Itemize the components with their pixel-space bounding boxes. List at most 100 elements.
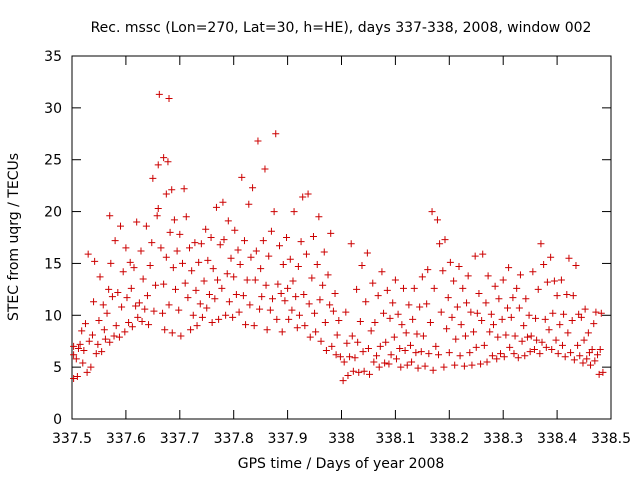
data-point bbox=[432, 342, 440, 350]
data-point bbox=[525, 311, 533, 319]
data-point bbox=[532, 314, 540, 322]
data-point bbox=[290, 208, 298, 216]
data-point bbox=[364, 344, 372, 352]
data-point bbox=[157, 244, 165, 252]
data-point bbox=[471, 252, 479, 260]
data-point bbox=[394, 310, 402, 318]
data-point bbox=[580, 336, 588, 344]
data-point bbox=[362, 298, 370, 306]
data-point bbox=[285, 315, 293, 323]
data-point bbox=[106, 212, 114, 220]
data-point bbox=[547, 253, 555, 261]
data-point bbox=[218, 284, 226, 292]
data-point bbox=[380, 309, 388, 317]
data-point bbox=[545, 326, 553, 334]
x-tick-label: 338.5 bbox=[591, 431, 631, 447]
data-point bbox=[106, 338, 114, 346]
data-point bbox=[150, 307, 158, 315]
data-point bbox=[187, 326, 195, 334]
data-point bbox=[514, 354, 522, 362]
data-point bbox=[509, 294, 517, 302]
data-point bbox=[455, 263, 463, 271]
data-point bbox=[413, 330, 421, 338]
data-point bbox=[223, 270, 231, 278]
data-point bbox=[591, 357, 599, 365]
data-point bbox=[277, 290, 285, 298]
data-point bbox=[499, 276, 507, 284]
data-point bbox=[317, 337, 325, 345]
data-point bbox=[107, 259, 115, 267]
data-point bbox=[284, 284, 292, 292]
data-point bbox=[381, 359, 389, 367]
data-point bbox=[464, 272, 472, 280]
data-point bbox=[294, 263, 302, 271]
data-point bbox=[100, 326, 108, 334]
y-tick-label: 35 bbox=[44, 49, 62, 65]
data-point bbox=[308, 274, 316, 282]
x-tick-label: 338.3 bbox=[483, 431, 523, 447]
data-point bbox=[529, 268, 537, 276]
data-point bbox=[83, 368, 91, 376]
data-point bbox=[322, 347, 330, 355]
data-point bbox=[168, 186, 176, 194]
data-point bbox=[134, 313, 142, 321]
data-point bbox=[579, 359, 587, 367]
data-point bbox=[486, 328, 494, 336]
data-point bbox=[445, 349, 453, 357]
data-point bbox=[385, 360, 393, 368]
data-point bbox=[70, 351, 78, 359]
data-point bbox=[209, 265, 217, 273]
data-point bbox=[558, 341, 566, 349]
data-point bbox=[343, 339, 351, 347]
data-point bbox=[416, 303, 424, 311]
data-points bbox=[70, 90, 607, 385]
data-point bbox=[572, 262, 580, 270]
data-point bbox=[387, 351, 395, 359]
data-point bbox=[363, 249, 371, 257]
data-point bbox=[304, 190, 312, 198]
data-point bbox=[232, 291, 240, 299]
data-point bbox=[115, 333, 123, 341]
data-point bbox=[212, 203, 220, 211]
data-point bbox=[240, 237, 248, 245]
data-point bbox=[311, 309, 319, 317]
data-point bbox=[188, 267, 196, 275]
data-point bbox=[522, 295, 530, 303]
data-point bbox=[160, 154, 168, 162]
data-point bbox=[152, 281, 160, 289]
data-point bbox=[412, 349, 420, 357]
data-point bbox=[191, 239, 199, 247]
data-point bbox=[567, 349, 575, 357]
data-point bbox=[230, 273, 238, 281]
data-point bbox=[87, 363, 95, 371]
data-point bbox=[274, 280, 282, 288]
data-point bbox=[375, 363, 383, 371]
data-point bbox=[527, 332, 535, 340]
data-point bbox=[502, 331, 510, 339]
data-point bbox=[371, 319, 379, 327]
data-point bbox=[344, 371, 352, 379]
data-point bbox=[429, 366, 437, 374]
data-point bbox=[574, 341, 582, 349]
data-point bbox=[419, 332, 427, 340]
data-point bbox=[159, 309, 167, 317]
data-point bbox=[587, 361, 595, 369]
data-point bbox=[599, 368, 607, 376]
data-point bbox=[184, 294, 192, 302]
data-point bbox=[513, 284, 521, 292]
data-point bbox=[402, 329, 410, 337]
data-point bbox=[227, 254, 235, 262]
data-point bbox=[173, 247, 181, 255]
data-point bbox=[597, 309, 605, 317]
data-point bbox=[98, 348, 106, 356]
data-point bbox=[153, 212, 161, 220]
data-point bbox=[122, 244, 130, 252]
data-point bbox=[504, 304, 512, 312]
data-point bbox=[453, 303, 461, 311]
data-point bbox=[358, 262, 366, 270]
data-point bbox=[288, 306, 296, 314]
data-point bbox=[437, 308, 445, 316]
data-point bbox=[460, 362, 468, 370]
data-point bbox=[565, 254, 573, 262]
